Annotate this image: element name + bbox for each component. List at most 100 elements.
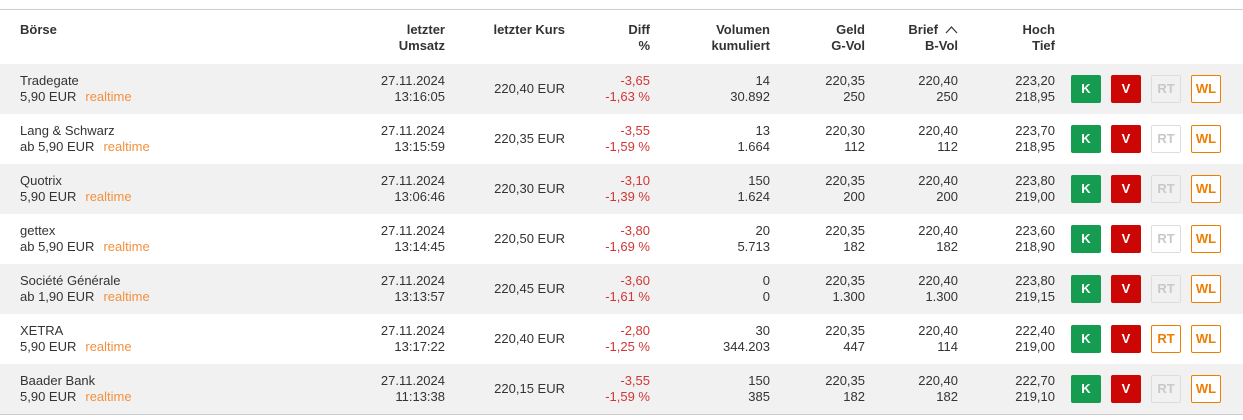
watchlist-button[interactable]: WL	[1191, 75, 1221, 103]
realtime-link[interactable]: realtime	[85, 89, 132, 104]
actions-cell: K V RT WL	[1055, 325, 1221, 353]
realtime-link[interactable]: realtime	[103, 289, 150, 304]
cumulative-volume: 344.203	[723, 339, 770, 354]
header-line: kumuliert	[711, 38, 770, 53]
diff-cell: -3,80 -1,69 %	[565, 223, 650, 255]
watchlist-button[interactable]: WL	[1191, 275, 1221, 303]
ask-cell: 220,40 200	[865, 173, 958, 205]
column-header-letzter-umsatz[interactable]: letzter Umsatz	[315, 22, 445, 54]
high-low-cell: 222,40 219,00	[958, 323, 1055, 355]
low-price: 219,00	[1015, 189, 1055, 204]
sell-button[interactable]: V	[1111, 175, 1141, 203]
last-trade-date: 27.11.2024	[380, 73, 445, 88]
ask-price: 220,40	[918, 373, 958, 388]
buy-button[interactable]: K	[1071, 175, 1101, 203]
high-price: 223,70	[1015, 123, 1055, 138]
column-header-volumen[interactable]: Volumen kumuliert	[650, 22, 770, 54]
realtime-link[interactable]: realtime	[85, 339, 132, 354]
volume-cell: 0 0	[650, 273, 770, 305]
actions-cell: K V RT WL	[1055, 275, 1221, 303]
diff-absolute: -2,80	[620, 323, 650, 338]
sort-up-icon	[945, 26, 958, 34]
bid-cell: 220,30 112	[770, 123, 865, 155]
realtime-push-button[interactable]: RT	[1151, 325, 1181, 353]
last-trade-date: 27.11.2024	[380, 123, 445, 138]
realtime-link[interactable]: realtime	[85, 189, 132, 204]
column-header-brief[interactable]: Brief B-Vol	[865, 22, 958, 54]
buy-button[interactable]: K	[1071, 75, 1101, 103]
diff-absolute: -3,55	[620, 373, 650, 388]
ask-cell: 220,40 112	[865, 123, 958, 155]
last-trade-time: 13:14:45	[394, 239, 445, 254]
exchange-cell: gettex ab 5,90 EUR realtime	[20, 223, 315, 255]
realtime-push-button: RT	[1151, 75, 1181, 103]
ask-volume: 1.300	[925, 289, 958, 304]
column-header-geld[interactable]: Geld G-Vol	[770, 22, 865, 54]
bid-volume: 1.300	[832, 289, 865, 304]
exchange-fee: ab 5,90 EUR	[20, 239, 95, 254]
volume-cell: 14 30.892	[650, 73, 770, 105]
actions-cell: K V RT WL	[1055, 75, 1221, 103]
diff-absolute: -3,55	[620, 123, 650, 138]
diff-cell: -3,60 -1,61 %	[565, 273, 650, 305]
exchange-fee: 5,90 EUR	[20, 339, 77, 354]
buy-button[interactable]: K	[1071, 125, 1101, 153]
buy-button[interactable]: K	[1071, 375, 1101, 403]
sell-button[interactable]: V	[1111, 225, 1141, 253]
buy-button[interactable]: K	[1071, 225, 1101, 253]
last-price-cell: 220,45 EUR	[445, 281, 565, 297]
exchange-fee: 5,90 EUR	[20, 89, 77, 104]
last-price: 220,30 EUR	[494, 181, 565, 196]
table-row: Quotrix 5,90 EUR realtime 27.11.2024 13:…	[0, 164, 1243, 214]
high-price: 223,80	[1015, 173, 1055, 188]
cumulative-volume: 1.664	[737, 139, 770, 154]
column-header-boerse[interactable]: Börse	[20, 22, 57, 37]
trade-count: 150	[748, 373, 770, 388]
column-header-letzter-kurs[interactable]: letzter Kurs	[445, 22, 565, 38]
sell-button[interactable]: V	[1111, 375, 1141, 403]
high-price: 222,40	[1015, 323, 1055, 338]
cumulative-volume: 5.713	[737, 239, 770, 254]
sell-button[interactable]: V	[1111, 125, 1141, 153]
exchange-name: XETRA	[20, 323, 64, 338]
realtime-link[interactable]: realtime	[103, 239, 150, 254]
watchlist-button[interactable]: WL	[1191, 375, 1221, 403]
header-line: Tief	[1032, 38, 1055, 53]
last-trade-time: 13:06:46	[394, 189, 445, 204]
diff-absolute: -3,10	[620, 173, 650, 188]
sell-button[interactable]: V	[1111, 75, 1141, 103]
table-row: Société Générale ab 1,90 EUR realtime 27…	[0, 264, 1243, 314]
table-row: XETRA 5,90 EUR realtime 27.11.2024 13:17…	[0, 314, 1243, 364]
diff-percent: -1,69 %	[605, 239, 650, 254]
buy-button[interactable]: K	[1071, 275, 1101, 303]
ask-volume: 182	[936, 389, 958, 404]
bid-cell: 220,35 200	[770, 173, 865, 205]
bid-cell: 220,35 182	[770, 373, 865, 405]
exchange-name: Société Générale	[20, 273, 121, 288]
watchlist-button[interactable]: WL	[1191, 325, 1221, 353]
sell-button[interactable]: V	[1111, 275, 1141, 303]
buy-button[interactable]: K	[1071, 325, 1101, 353]
bid-cell: 220,35 1.300	[770, 273, 865, 305]
table-row: Tradegate 5,90 EUR realtime 27.11.2024 1…	[0, 64, 1243, 114]
sell-button[interactable]: V	[1111, 325, 1141, 353]
exchange-cell: XETRA 5,90 EUR realtime	[20, 323, 315, 355]
diff-absolute: -3,65	[620, 73, 650, 88]
realtime-link[interactable]: realtime	[103, 139, 150, 154]
column-header-hoch-tief[interactable]: Hoch Tief	[958, 22, 1056, 54]
diff-cell: -2,80 -1,25 %	[565, 323, 650, 355]
realtime-push-button: RT	[1151, 225, 1181, 253]
watchlist-button[interactable]: WL	[1191, 175, 1221, 203]
actions-cell: K V RT WL	[1055, 225, 1221, 253]
exchange-cell: Quotrix 5,90 EUR realtime	[20, 173, 315, 205]
realtime-link[interactable]: realtime	[85, 389, 132, 404]
diff-percent: -1,25 %	[605, 339, 650, 354]
column-header-diff[interactable]: Diff %	[565, 22, 650, 54]
last-price-cell: 220,40 EUR	[445, 81, 565, 97]
exchange-fee: 5,90 EUR	[20, 189, 77, 204]
last-price: 220,50 EUR	[494, 231, 565, 246]
last-trade-cell: 27.11.2024 13:15:59	[315, 123, 445, 155]
watchlist-button[interactable]: WL	[1191, 225, 1221, 253]
high-price: 223,80	[1015, 273, 1055, 288]
watchlist-button[interactable]: WL	[1191, 125, 1221, 153]
